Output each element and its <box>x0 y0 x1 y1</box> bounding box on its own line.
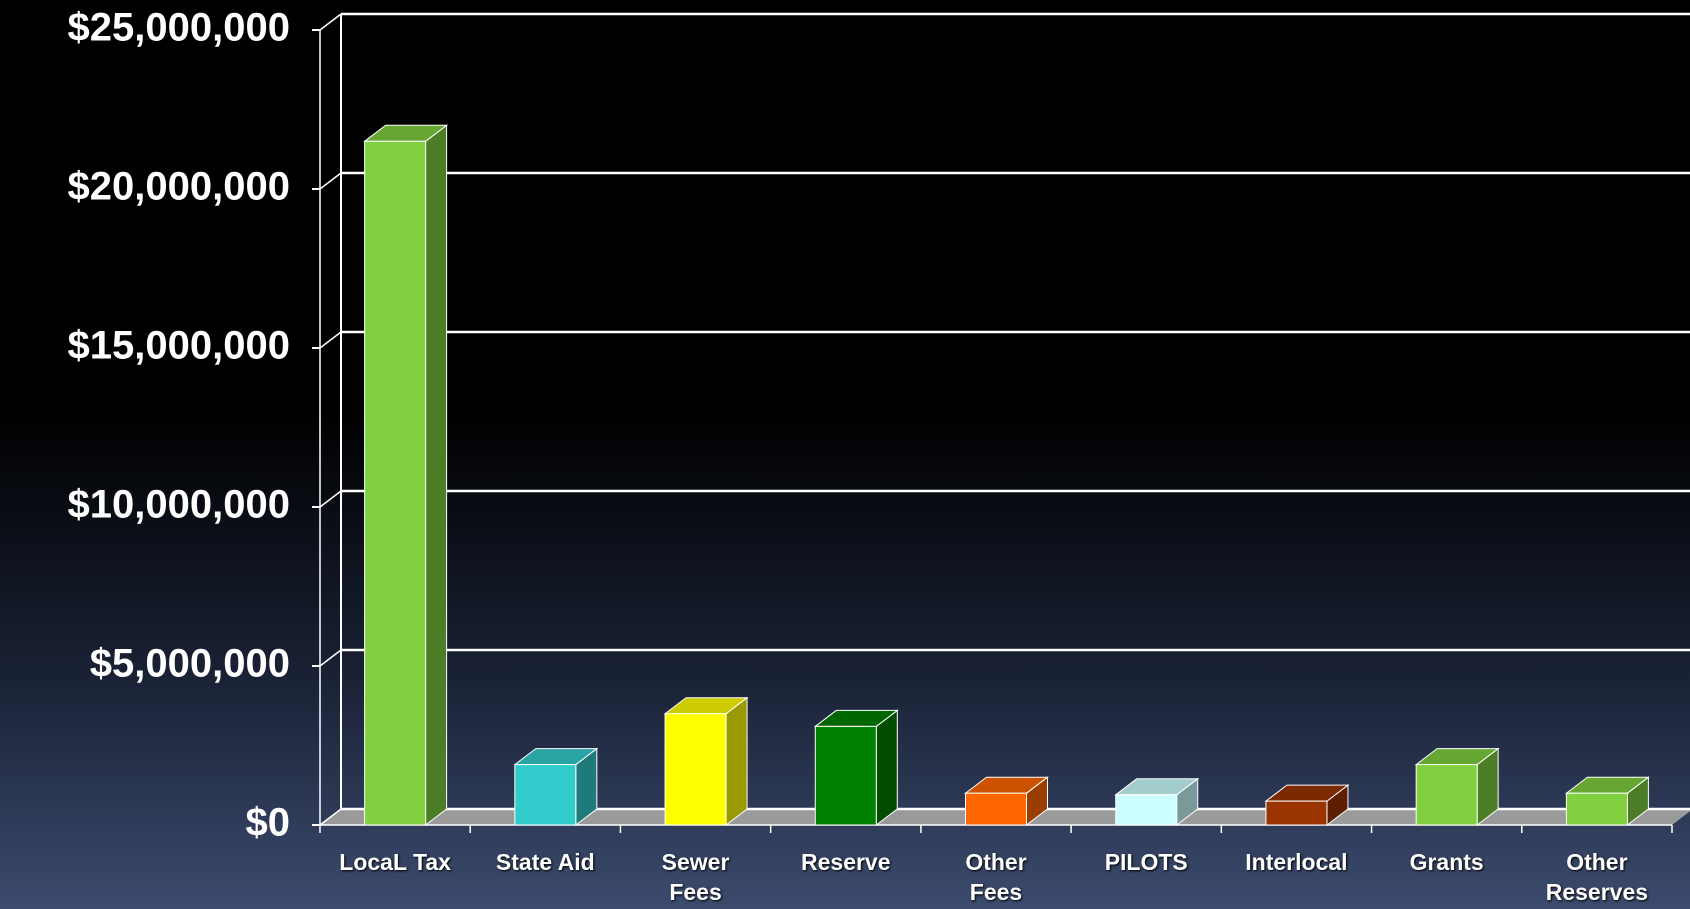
grid-diagonal <box>319 172 342 190</box>
bar <box>1565 792 1628 826</box>
x-tick-label: Interlocal <box>1245 849 1348 875</box>
bar <box>814 725 877 826</box>
bar <box>1415 764 1478 826</box>
y-tick-label: $20,000,000 <box>68 165 290 209</box>
grid-diagonal <box>319 13 342 31</box>
x-tick-label: LocaL Tax <box>339 849 451 875</box>
bar <box>664 713 727 826</box>
y-tick-label: $10,000,000 <box>68 483 290 527</box>
y-tick-label: $0 <box>246 801 291 845</box>
bar-side <box>425 124 448 827</box>
x-tick-label: State Aid <box>495 849 595 875</box>
bar-side <box>725 696 748 827</box>
bar <box>1265 800 1328 826</box>
grid-diagonal <box>319 331 342 349</box>
y-tick-label: $5,000,000 <box>90 642 290 686</box>
bar <box>364 140 427 826</box>
grid-diagonal <box>319 490 342 508</box>
y-tick-label: $15,000,000 <box>68 324 290 368</box>
x-tick-label: Reserve <box>801 849 891 875</box>
bar <box>965 792 1027 826</box>
bar <box>514 764 577 826</box>
grid-diagonal <box>319 808 342 826</box>
grid-diagonal <box>319 649 342 667</box>
bar-side <box>875 709 898 827</box>
x-tick-label: Sewer Fees <box>661 849 730 905</box>
x-tick-label: Other Fees <box>965 849 1027 905</box>
y-tick-label: $25,000,000 <box>68 6 290 50</box>
x-tick-label: PILOTS <box>1104 849 1188 875</box>
x-tick-label: Grants <box>1409 849 1484 875</box>
x-tick-label: Other Reserves <box>1545 849 1649 905</box>
bar <box>1115 794 1178 826</box>
